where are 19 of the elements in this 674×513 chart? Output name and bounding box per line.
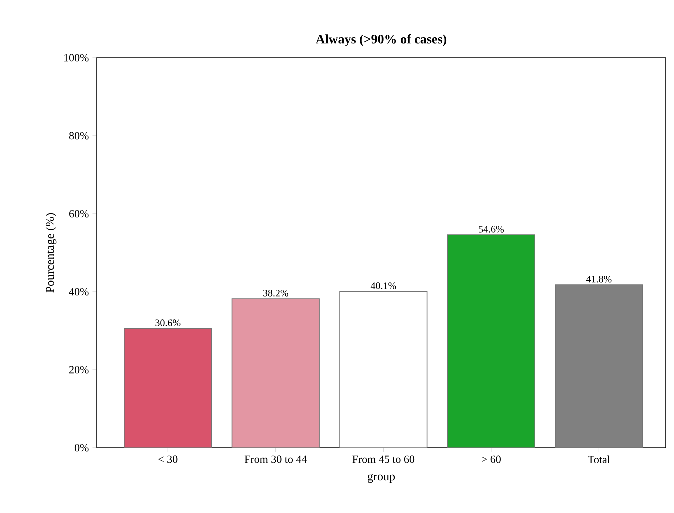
- x-tick-label: From 30 to 44: [244, 456, 308, 464]
- data-label: 54.6%: [479, 226, 504, 233]
- x-tick-label: > 60: [482, 456, 501, 464]
- data-label: 30.6%: [156, 320, 181, 326]
- x-tick-label: Total: [588, 456, 610, 464]
- data-label: 40.1%: [370, 282, 396, 290]
- x-axis-title: group: [368, 474, 396, 484]
- data-label: 38.2%: [263, 290, 288, 297]
- y-tick-label: 0%: [74, 444, 89, 452]
- data-label: 41.8%: [586, 276, 612, 283]
- y-tick-label: 20%: [70, 366, 89, 374]
- y-tick-label: 100%: [64, 54, 89, 62]
- x-tick-label: < 30: [158, 456, 178, 464]
- chart-title: Always (>90% of cases): [316, 34, 447, 46]
- y-tick-label: 40%: [69, 288, 89, 296]
- y-tick-label: 60%: [70, 210, 89, 218]
- y-axis-title: Pourcentage (%): [46, 213, 57, 293]
- y-tick-label: 80%: [69, 132, 89, 140]
- x-tick-label: From 45 to 60: [352, 456, 415, 464]
